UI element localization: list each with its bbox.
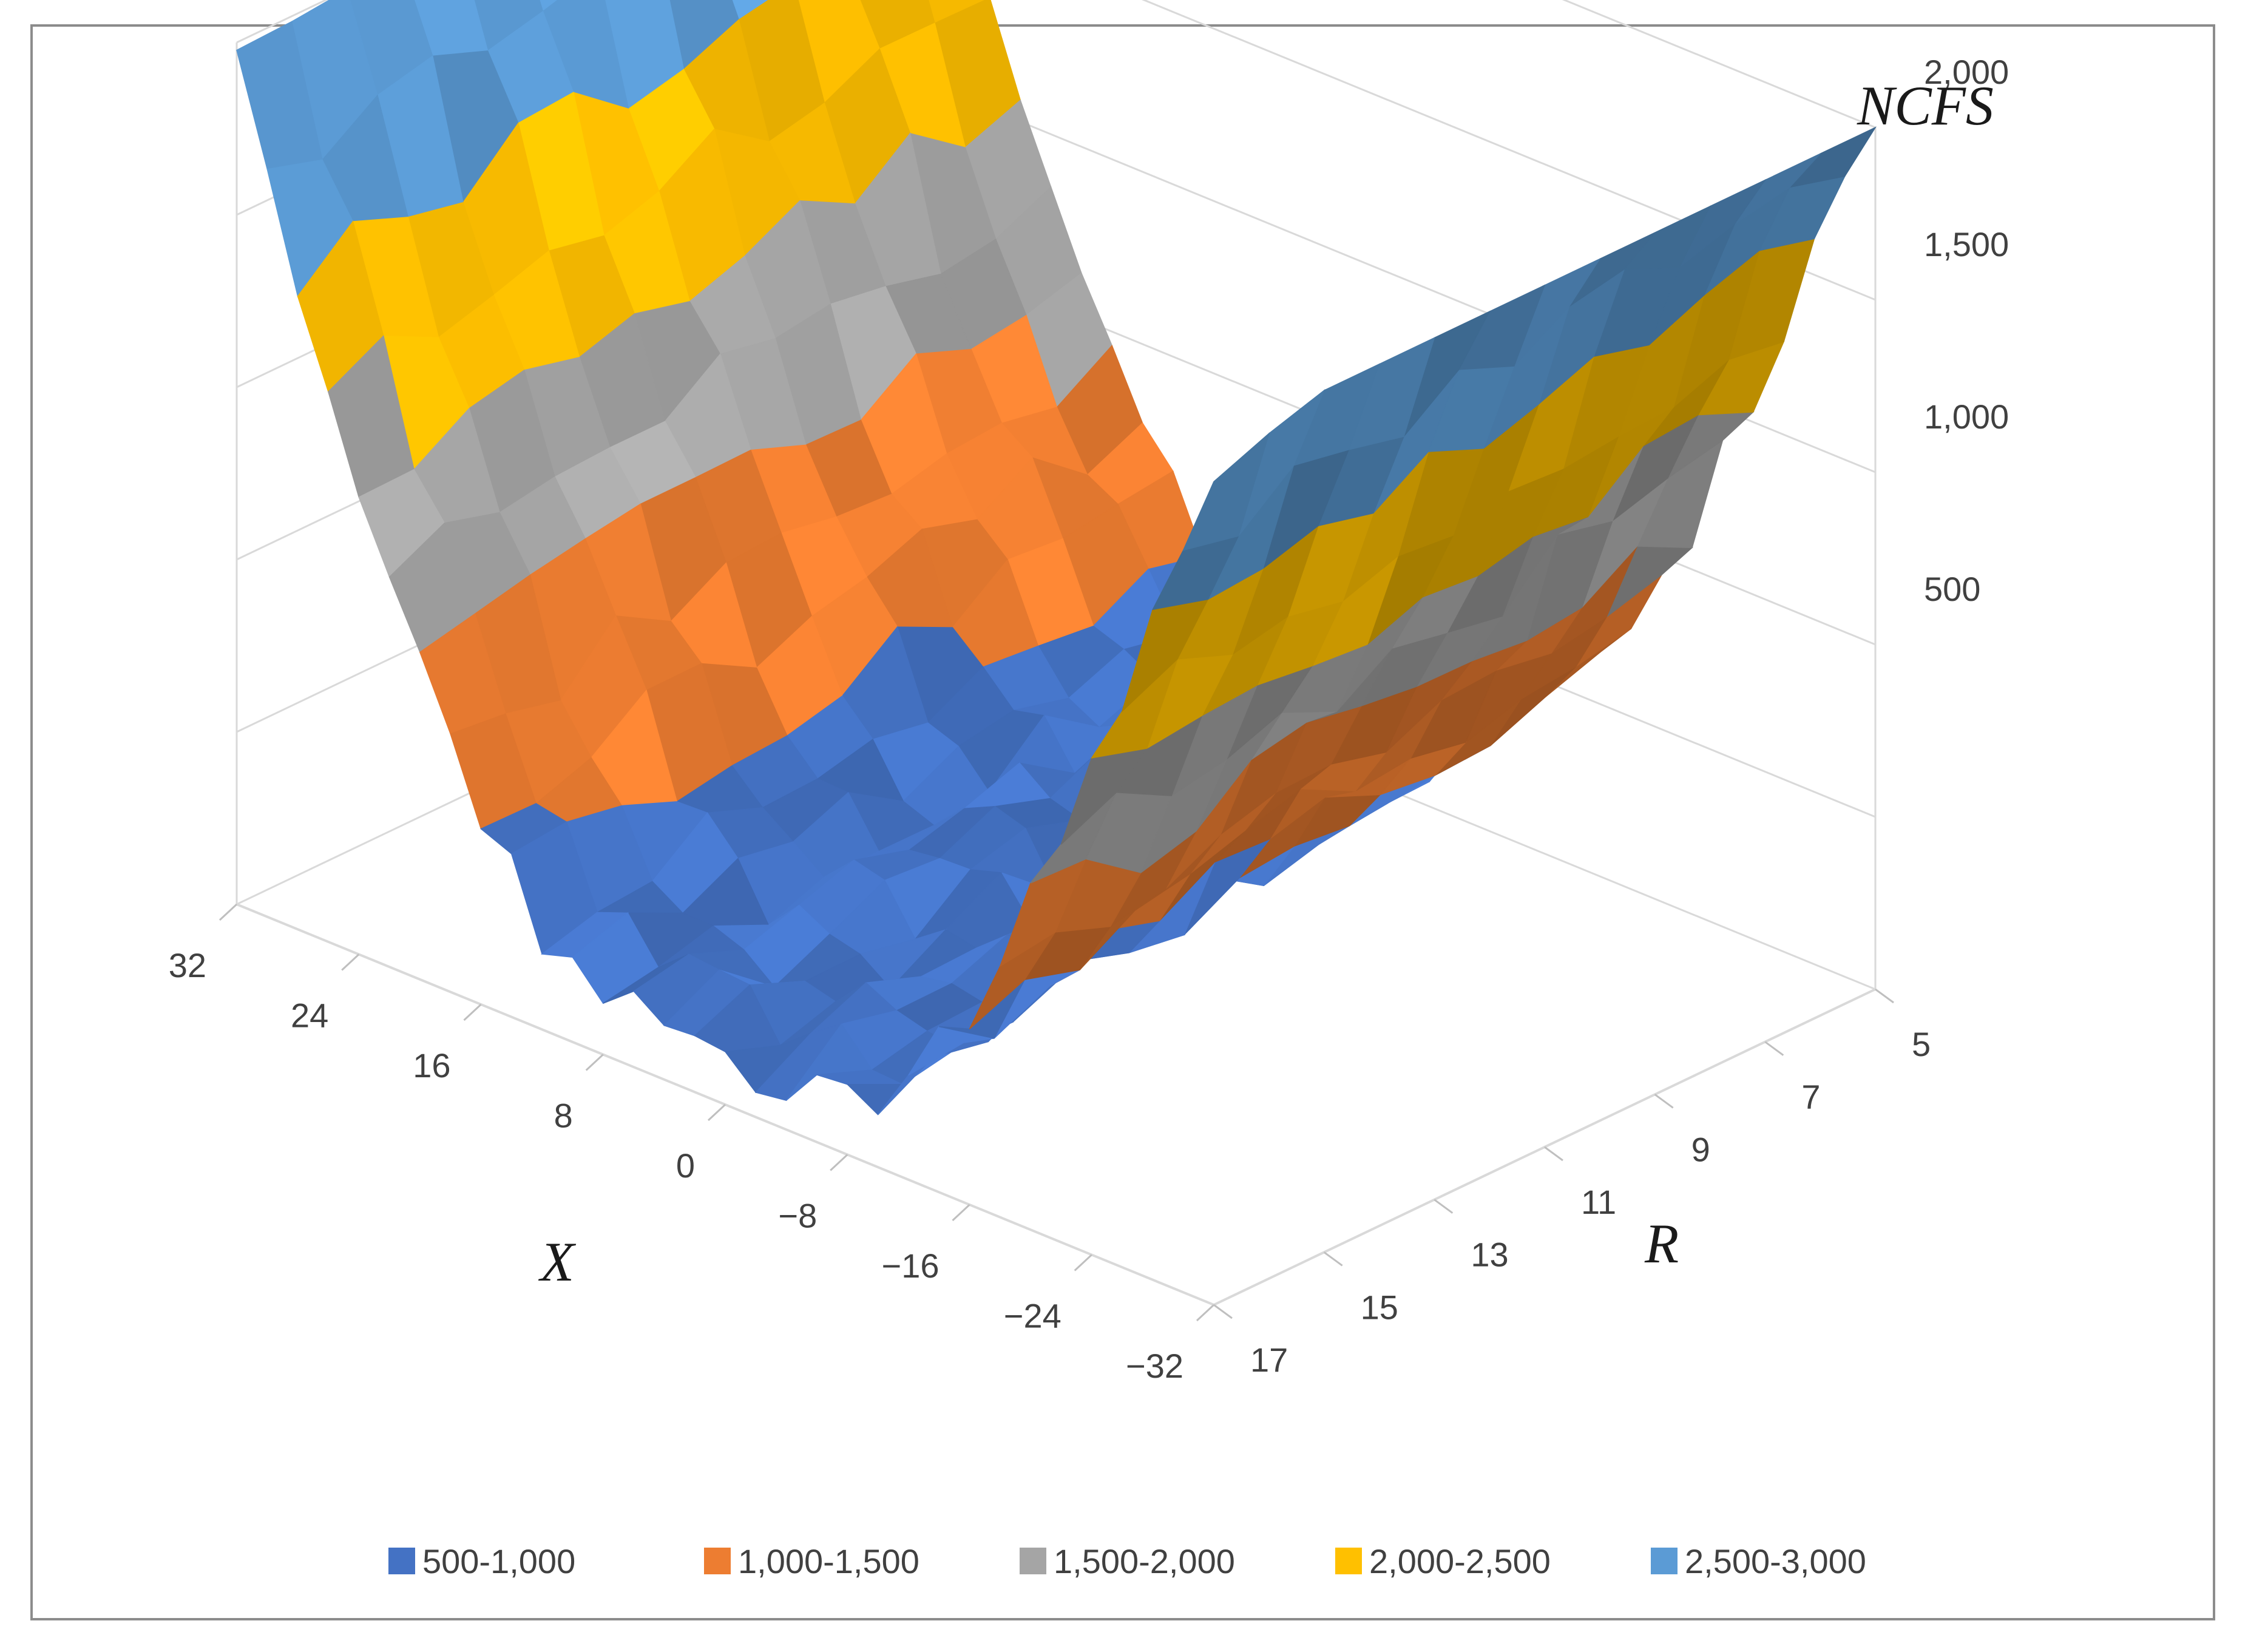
x-tick-label: −32 bbox=[1126, 1347, 1183, 1385]
x-tick-mark bbox=[952, 1203, 970, 1222]
r-tick-mark bbox=[1323, 1251, 1343, 1267]
r-tick-mark bbox=[1213, 1304, 1233, 1319]
legend-swatch bbox=[1335, 1548, 1362, 1574]
x-tick-mark bbox=[1074, 1254, 1092, 1271]
legend-swatch bbox=[1020, 1548, 1046, 1574]
legend-item: 2,500-3,000 bbox=[1651, 1542, 1866, 1580]
legend-swatch bbox=[1651, 1548, 1678, 1574]
r-axis-title: R bbox=[1644, 1213, 1679, 1275]
r-tick-label: 11 bbox=[1581, 1183, 1616, 1221]
r-tick-label: 13 bbox=[1471, 1236, 1508, 1274]
x-axis-title: X bbox=[538, 1231, 577, 1293]
x-tick-label: −24 bbox=[1004, 1297, 1061, 1335]
r-tick-label: 7 bbox=[1801, 1078, 1820, 1116]
x-tick-mark bbox=[218, 903, 238, 921]
r-tick-label: 5 bbox=[1912, 1025, 1931, 1063]
legend: 500-1,000 1,000-1,500 1,500-2,000 2,000-2,5… bbox=[388, 1542, 1866, 1580]
z-tick-label: 1,500 bbox=[1924, 225, 2009, 263]
legend-swatch bbox=[704, 1548, 731, 1574]
r-tick-label: 17 bbox=[1250, 1341, 1288, 1379]
legend-item: 2,000-2,500 bbox=[1335, 1542, 1551, 1580]
x-tick-label: 24 bbox=[291, 997, 328, 1035]
legend-item: 1,000-1,500 bbox=[704, 1542, 919, 1580]
r-tick-mark bbox=[1434, 1199, 1454, 1214]
x-tick-label: 32 bbox=[169, 946, 206, 984]
x-tick-label: 16 bbox=[413, 1046, 450, 1085]
r-tick-mark bbox=[1654, 1094, 1674, 1109]
r-tick-mark bbox=[1875, 988, 1894, 1004]
r-tick-label: 15 bbox=[1361, 1288, 1398, 1326]
legend-item: 1,500-2,000 bbox=[1020, 1542, 1235, 1580]
axis-ticks: 5001,0001,5002,0002,5003,00032241680−8−1… bbox=[169, 53, 2009, 1385]
surface-plot bbox=[236, 0, 1877, 1115]
surface-facet bbox=[1182, 432, 1270, 551]
x-tick-mark bbox=[707, 1103, 726, 1122]
legend-label: 500-1,000 bbox=[422, 1542, 575, 1580]
z-axis-title: NCFS bbox=[1857, 75, 1994, 137]
r-tick-label: 9 bbox=[1691, 1130, 1710, 1168]
legend-swatch bbox=[388, 1548, 415, 1574]
x-tick-mark bbox=[463, 1003, 482, 1021]
x-tick-mark bbox=[830, 1154, 848, 1171]
x-tick-label: 0 bbox=[676, 1146, 695, 1185]
legend-label: 1,000-1,500 bbox=[738, 1542, 919, 1580]
r-tick-mark bbox=[1764, 1041, 1784, 1056]
x-tick-label: −16 bbox=[882, 1247, 939, 1285]
z-tick-label: 500 bbox=[1924, 570, 1980, 608]
z-tick-label: 1,000 bbox=[1924, 398, 2009, 436]
legend-label: 2,500-3,000 bbox=[1685, 1542, 1866, 1580]
legend-label: 2,000-2,500 bbox=[1369, 1542, 1551, 1580]
legend-label: 1,500-2,000 bbox=[1054, 1542, 1235, 1580]
x-tick-mark bbox=[1196, 1304, 1215, 1322]
x-tick-mark bbox=[341, 953, 360, 971]
r-tick-mark bbox=[1544, 1146, 1563, 1162]
x-tick-label: 8 bbox=[554, 1097, 573, 1135]
legend-item: 500-1,000 bbox=[388, 1542, 575, 1580]
z-tick-label: 2,000 bbox=[1924, 53, 2009, 91]
x-tick-label: −8 bbox=[778, 1197, 817, 1235]
x-tick-mark bbox=[585, 1054, 604, 1071]
